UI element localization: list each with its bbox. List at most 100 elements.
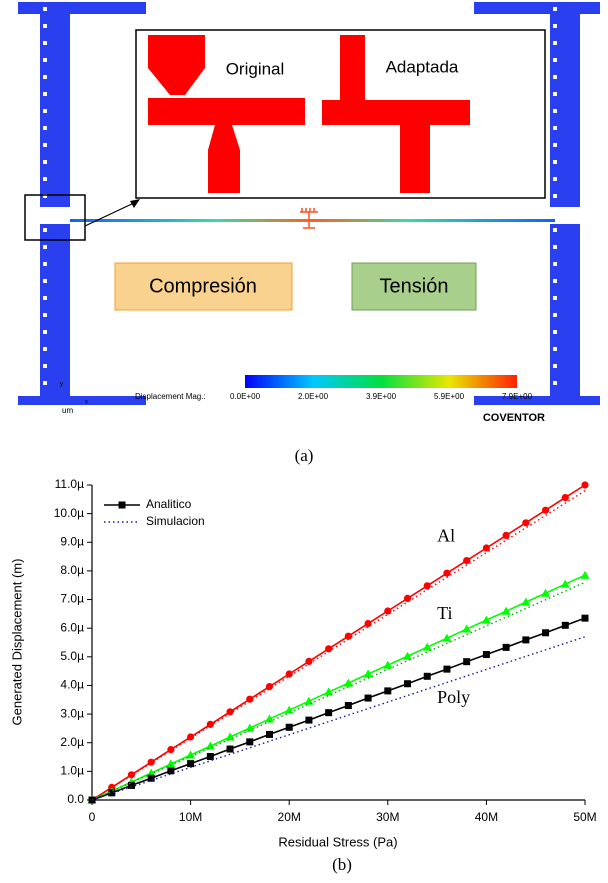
- column-holes: [550, 2, 580, 207]
- x-tick-label: 40M: [475, 810, 498, 824]
- x-tick-label: 10M: [179, 810, 202, 824]
- marker: [226, 708, 233, 715]
- marker: [503, 532, 510, 539]
- colorbar-tick: 0.0E+00: [230, 392, 261, 401]
- region-label: Tensión: [380, 275, 449, 297]
- marker: [364, 670, 373, 678]
- colorbar-tick: 5.9E+00: [434, 392, 465, 401]
- brand: COVENTOR: [483, 412, 545, 424]
- series-line: [92, 575, 585, 800]
- marker: [562, 622, 569, 629]
- marker: [483, 651, 490, 658]
- figure: Original Adaptada Compresión Tensión Dis…: [0, 0, 608, 878]
- unit-label: um: [62, 406, 73, 415]
- zoom-arrow: [85, 202, 136, 226]
- series-label: Ti: [437, 603, 452, 623]
- x-tick-label: 50M: [573, 810, 596, 824]
- column-holes: [550, 224, 580, 404]
- y-tick-label: 7.0µ: [60, 592, 84, 606]
- x-axis-title: Residual Stress (Pa): [278, 834, 397, 849]
- marker: [424, 582, 431, 589]
- series-line: [92, 618, 585, 800]
- marker: [207, 753, 214, 760]
- colorbar-tick: 2.0E+00: [298, 392, 329, 401]
- marker: [404, 595, 411, 602]
- marker: [581, 481, 588, 488]
- marker: [207, 721, 214, 728]
- y-tick-label: 6.0µ: [60, 620, 84, 634]
- marker: [383, 661, 392, 669]
- x-tick-label: 20M: [278, 810, 301, 824]
- marker: [542, 507, 549, 514]
- marker: [403, 652, 412, 660]
- marker: [227, 746, 234, 753]
- marker: [542, 629, 549, 636]
- axis-triad-label: x: [85, 400, 88, 406]
- axis-triad-label: y: [60, 382, 63, 388]
- arrow-head: [130, 199, 140, 208]
- marker: [187, 760, 194, 767]
- marker: [325, 709, 332, 716]
- marker: [148, 759, 155, 766]
- adapted-shape: [400, 125, 430, 193]
- marker: [522, 519, 529, 526]
- simulation-line: [92, 637, 585, 800]
- marker: [226, 733, 235, 741]
- series-label: Poly: [437, 687, 470, 707]
- marker: [482, 616, 491, 624]
- marker: [365, 695, 372, 702]
- colorbar-tick: 7.9E+00: [502, 392, 533, 401]
- marker: [128, 771, 135, 778]
- marker: [384, 687, 391, 694]
- marker: [561, 580, 570, 588]
- colorbar-tick: 3.9E+00: [366, 392, 397, 401]
- marker: [404, 680, 411, 687]
- marker: [166, 759, 175, 767]
- marker: [285, 706, 294, 714]
- marker: [423, 643, 432, 651]
- marker: [463, 557, 470, 564]
- y-tick-label: 8.0µ: [60, 563, 84, 577]
- marker: [443, 666, 450, 673]
- inset-label: Original: [226, 59, 285, 78]
- marker: [521, 598, 530, 606]
- marker: [463, 658, 470, 665]
- marker: [503, 644, 510, 651]
- y-axis-title: Generated Displacement (m): [9, 559, 24, 726]
- adapted-shape: [340, 35, 365, 105]
- colorbar: [245, 375, 517, 388]
- colorbar-label: Displacement Mag.:: [135, 392, 206, 401]
- caption: (a): [295, 446, 314, 465]
- marker: [502, 607, 511, 615]
- y-tick-label: 11.0µ: [55, 477, 84, 491]
- y-tick-label: 3.0µ: [60, 706, 84, 720]
- marker: [462, 625, 471, 633]
- legend-marker: [119, 502, 126, 509]
- marker: [345, 702, 352, 709]
- y-tick-label: 2.0µ: [60, 735, 84, 749]
- anchor: [474, 2, 600, 14]
- caption: (b): [332, 855, 352, 874]
- marker: [246, 738, 253, 745]
- marker: [541, 589, 550, 597]
- series-line: [92, 485, 585, 800]
- adapted-shape: [322, 100, 470, 125]
- y-tick-label: 5.0µ: [60, 649, 84, 663]
- y-tick-label: 0.0: [67, 792, 84, 806]
- simulation-line: [92, 582, 585, 800]
- marker: [522, 636, 529, 643]
- legend-label: Analitico: [146, 497, 192, 511]
- marker: [442, 634, 451, 642]
- marker: [581, 571, 590, 579]
- marker: [304, 697, 313, 705]
- region-label: Compresión: [149, 275, 257, 297]
- y-tick-label: 4.0µ: [60, 678, 84, 692]
- y-tick-label: 9.0µ: [60, 534, 84, 548]
- marker: [305, 658, 312, 665]
- original-shape: [148, 98, 305, 125]
- x-tick-label: 0: [89, 810, 96, 824]
- marker: [424, 673, 431, 680]
- anchor: [18, 2, 146, 14]
- inset-label: Adaptada: [386, 57, 459, 76]
- marker: [286, 670, 293, 677]
